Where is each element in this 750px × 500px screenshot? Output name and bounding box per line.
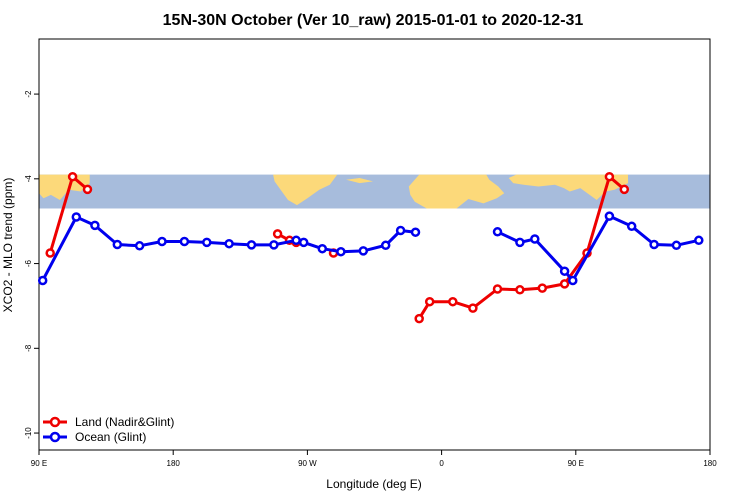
data-point: [269, 240, 279, 250]
x-tick-label: 180: [703, 459, 717, 468]
chart-title: 15N-30N October (Ver 10_raw) 2015-01-01 …: [163, 12, 584, 29]
series-layer: [37, 171, 704, 324]
data-point: [82, 184, 93, 195]
legend-ocean-marker: [49, 431, 61, 443]
data-point: [515, 237, 525, 248]
data-point: [492, 227, 503, 237]
data-point: [410, 227, 421, 237]
map-land-africa-asia: [408, 174, 505, 209]
data-point: [559, 279, 570, 289]
data-point: [179, 236, 190, 247]
legend: Land (Nadir&Glint) Ocean (Glint): [43, 415, 174, 444]
data-point: [67, 171, 78, 182]
y-tick-label: -4: [24, 175, 33, 183]
legend-land-label: Land (Nadir&Glint): [75, 415, 174, 429]
plot-frame: [38, 38, 711, 451]
data-point: [649, 239, 659, 250]
data-point: [568, 275, 578, 286]
data-point: [45, 248, 55, 258]
data-point: [424, 296, 435, 307]
data-point: [224, 238, 234, 249]
x-tick-label: 90 E: [31, 459, 47, 468]
data-point: [298, 237, 309, 248]
series-land: [45, 171, 630, 324]
data-point: [626, 221, 637, 232]
data-point: [37, 275, 48, 286]
data-point: [336, 246, 346, 257]
data-point: [272, 229, 283, 239]
data-point: [317, 243, 328, 254]
data-point: [395, 225, 406, 236]
data-point: [604, 171, 615, 182]
x-tick-label: 180: [167, 459, 181, 468]
background-map-band: [39, 174, 710, 209]
data-point: [380, 240, 391, 251]
data-point: [671, 240, 682, 251]
data-point: [112, 239, 123, 250]
y-axis: -2 -4 -6 -8 -10: [24, 90, 39, 439]
data-point: [468, 303, 478, 313]
data-point: [515, 285, 525, 295]
y-tick-label: -6: [24, 259, 33, 267]
x-axis: 90 E 180 90 W 0 90 E 180: [31, 450, 717, 468]
data-point: [134, 241, 145, 251]
data-point: [358, 246, 369, 256]
legend-ocean-label: Ocean (Glint): [75, 430, 146, 444]
y-axis-label: XCO2 - MLO trend (ppm): [1, 178, 15, 313]
x-tick-label: 0: [439, 459, 444, 468]
x-tick-label: 90 E: [568, 459, 584, 468]
data-point: [619, 184, 630, 195]
data-point: [157, 236, 167, 247]
legend-land-marker: [49, 416, 61, 428]
data-point: [246, 240, 257, 250]
map-land-caribbean: [346, 178, 373, 184]
data-point: [90, 220, 100, 231]
y-tick-label: -2: [24, 90, 33, 98]
y-tick-label: -8: [24, 344, 33, 352]
data-point: [559, 266, 570, 276]
data-point: [530, 234, 540, 244]
x-tick-label: 90 W: [298, 459, 317, 468]
data-point: [71, 212, 82, 222]
data-point: [291, 235, 301, 246]
map-land-north-america: [273, 174, 338, 206]
data-point: [414, 313, 424, 324]
series-line: [496, 214, 700, 282]
data-point: [604, 211, 615, 221]
series-ocean: [37, 211, 704, 286]
data-point: [202, 237, 212, 248]
y-tick-label: -10: [24, 427, 33, 439]
data-point: [448, 296, 458, 307]
map-land-east-asia-repeat: [508, 174, 628, 200]
data-point: [537, 283, 548, 293]
data-point: [492, 284, 503, 294]
x-axis-label: Longitude (deg E): [326, 477, 421, 491]
data-point: [694, 235, 704, 246]
